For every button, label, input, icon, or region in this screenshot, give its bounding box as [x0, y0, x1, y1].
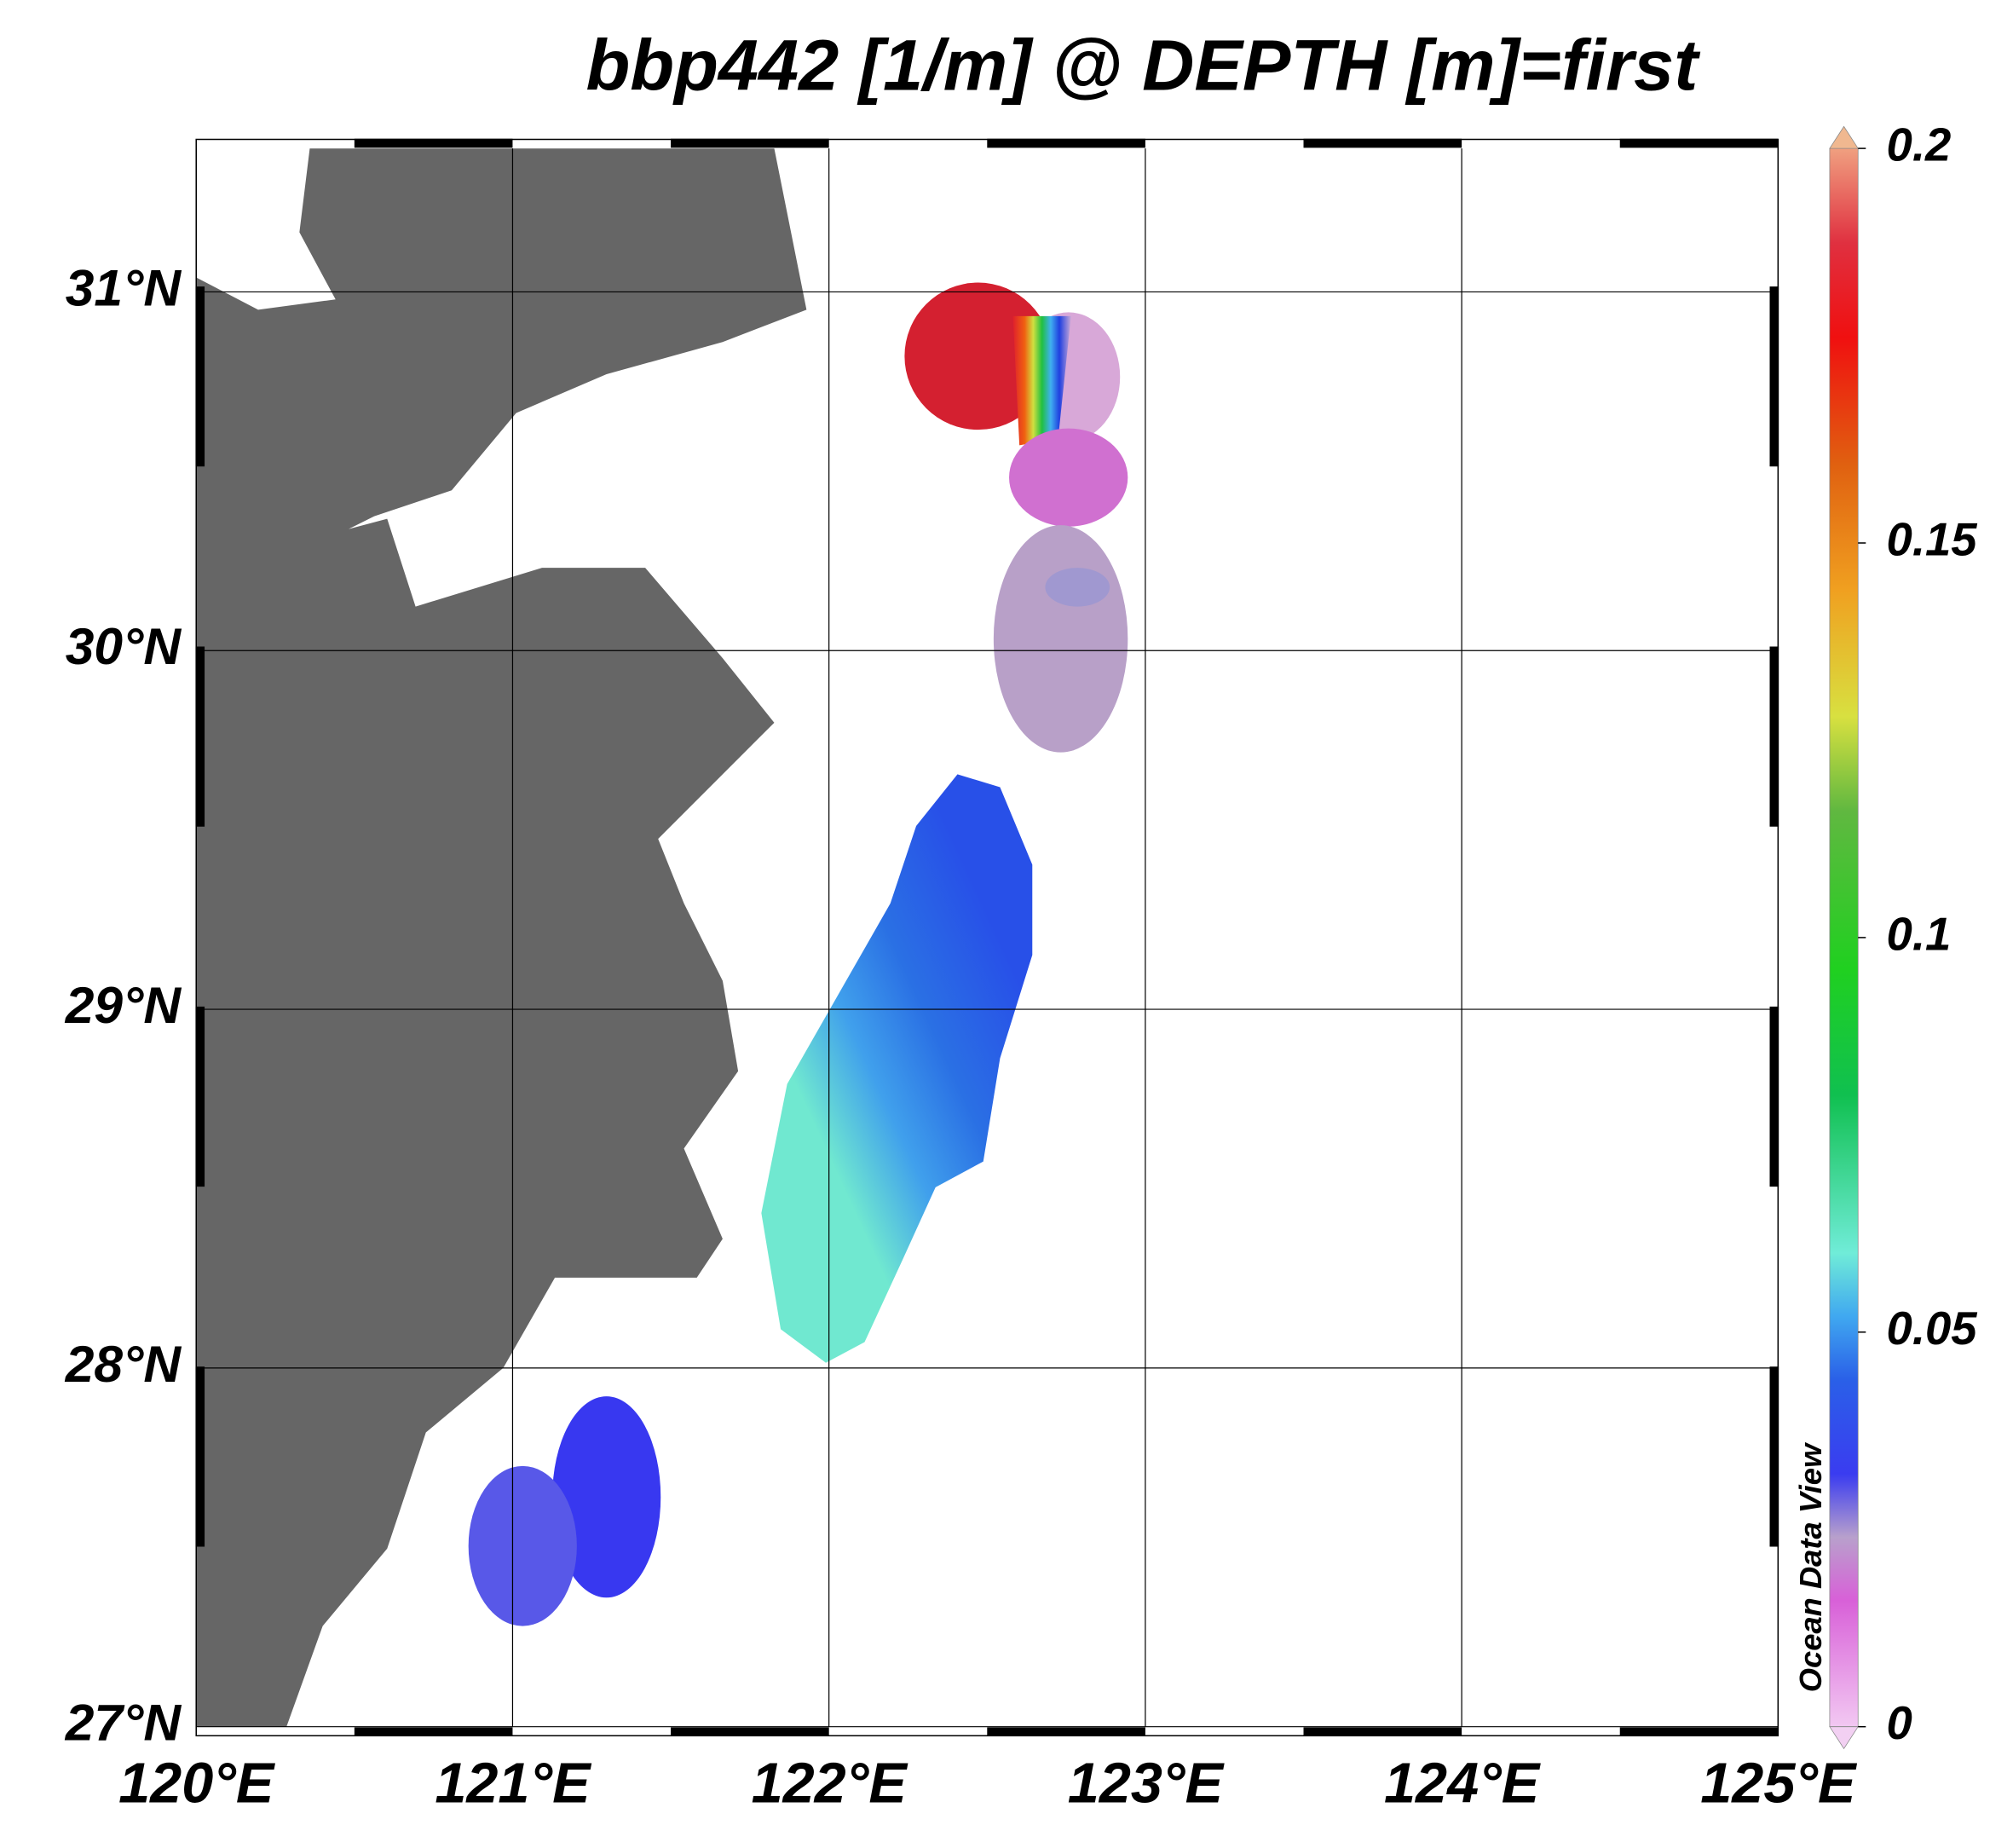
x-tick-label: 125°E — [1700, 1752, 1858, 1815]
x-tick-label: 122°E — [752, 1752, 909, 1815]
colorbar-tick-label: 0.1 — [1887, 908, 1952, 960]
land — [196, 148, 807, 1727]
y-tick-label: 31°N — [66, 258, 182, 316]
watermark: Ocean Data View — [1793, 1441, 1828, 1692]
data-patch — [1009, 428, 1128, 527]
x-tick-label: 120°E — [118, 1752, 276, 1815]
colorbar-tick-label: 0.05 — [1887, 1302, 1978, 1354]
x-tick-label: 124°E — [1384, 1752, 1542, 1815]
data-patch — [1012, 315, 1071, 446]
x-tick-label: 121°E — [435, 1752, 592, 1815]
map-area — [196, 148, 1128, 1727]
y-tick-label: 30°N — [66, 617, 182, 675]
data-patch — [993, 525, 1128, 753]
data-patch — [761, 774, 1033, 1363]
colorbar-tick-label: 0.2 — [1887, 118, 1952, 170]
y-tick-label: 28°N — [65, 1335, 182, 1393]
data-patch — [1045, 568, 1110, 607]
colorbar-tick-label: 0.15 — [1887, 513, 1978, 565]
colorbar-extend — [1829, 1726, 1859, 1750]
chart-title: bbp442 [1/m] @ DEPTH [m]=first — [586, 25, 1702, 106]
data-patch — [468, 1465, 577, 1626]
y-tick-label: 27°N — [65, 1694, 182, 1752]
x-tick-label: 123°E — [1068, 1752, 1226, 1815]
y-tick-label: 29°N — [65, 976, 182, 1034]
colorbar-tick-label: 0 — [1887, 1697, 1912, 1749]
data-patch — [552, 1396, 661, 1598]
colorbar — [1829, 147, 1859, 1728]
colorbar-extend — [1829, 125, 1859, 149]
